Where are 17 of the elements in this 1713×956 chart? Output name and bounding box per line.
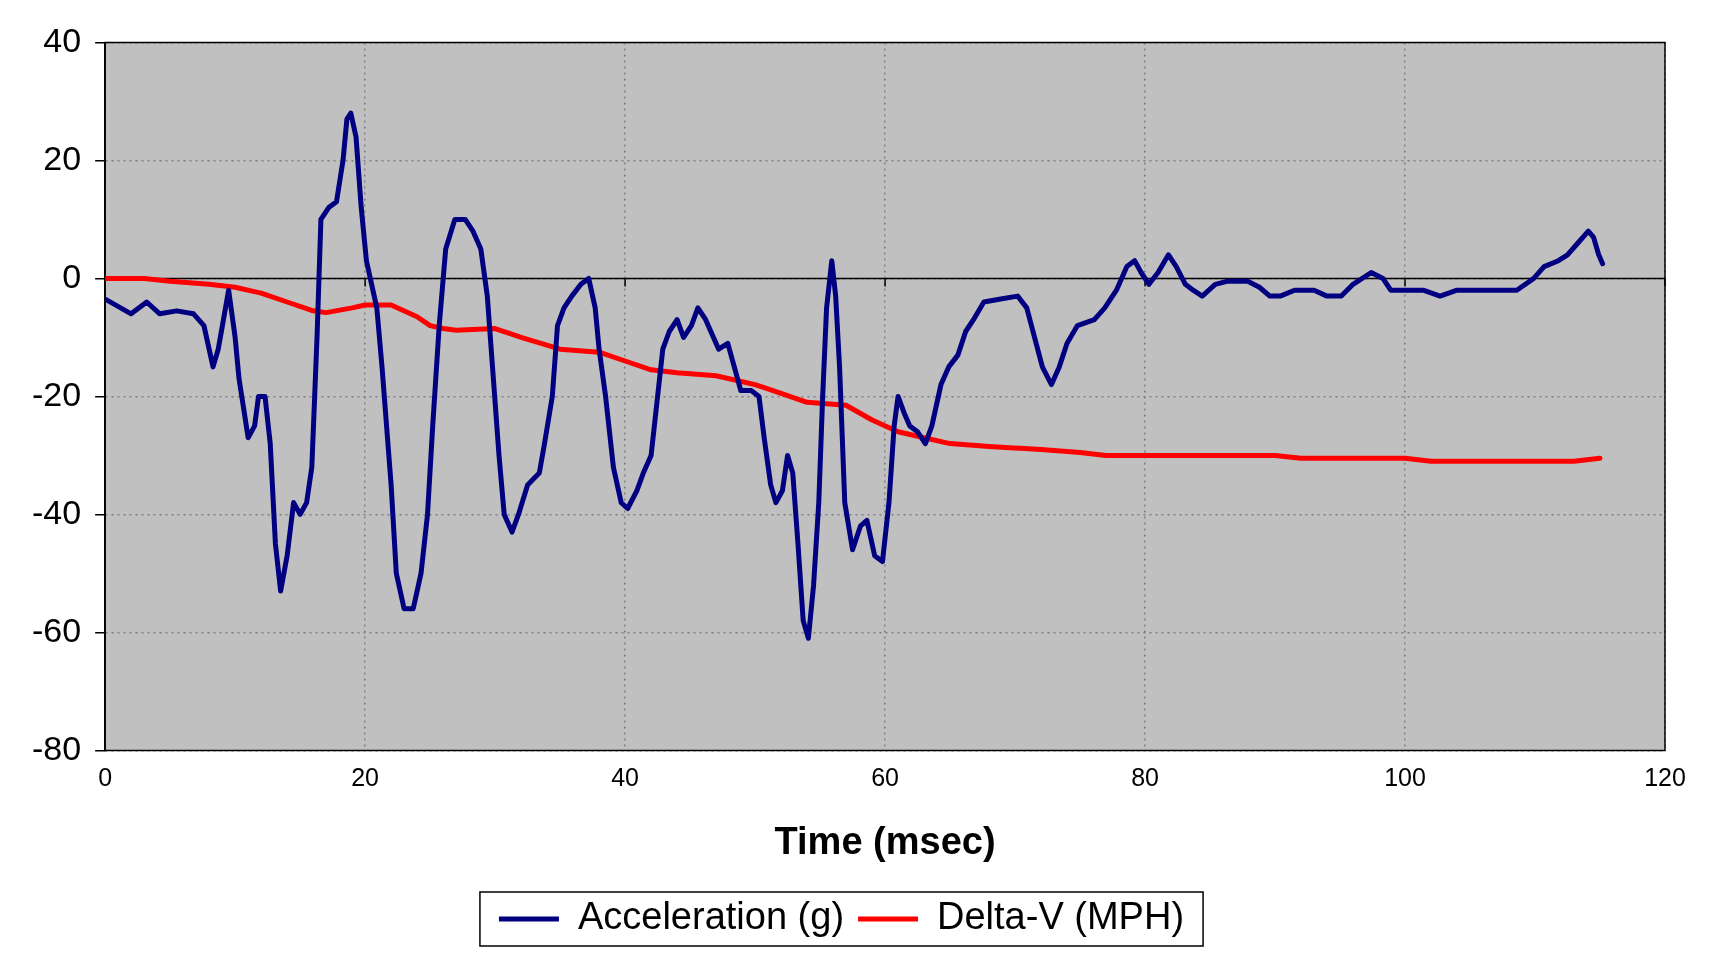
y-tick-label: 20 (43, 138, 82, 177)
x-tick-label: 60 (871, 763, 899, 792)
x-tick-label: 20 (351, 763, 380, 792)
x-tick-label: 80 (1131, 763, 1159, 792)
y-tick-label: 40 (43, 20, 82, 59)
y-tick-label: -40 (32, 492, 82, 531)
x-tick-label: 40 (611, 763, 639, 792)
y-tick-label: -60 (32, 610, 82, 649)
y-tick-label: -80 (32, 728, 82, 767)
legend-label: Delta-V (MPH) (937, 895, 1185, 938)
x-tick-label: 100 (1384, 763, 1426, 792)
x-tick-label: 120 (1644, 763, 1686, 792)
y-tick-label: 0 (62, 256, 82, 295)
x-tick-label: 0 (98, 763, 113, 792)
legend-label: Acceleration (g) (577, 895, 845, 938)
x-axis-title: Time (msec) (774, 819, 996, 862)
y-tick-label: -20 (32, 374, 82, 413)
